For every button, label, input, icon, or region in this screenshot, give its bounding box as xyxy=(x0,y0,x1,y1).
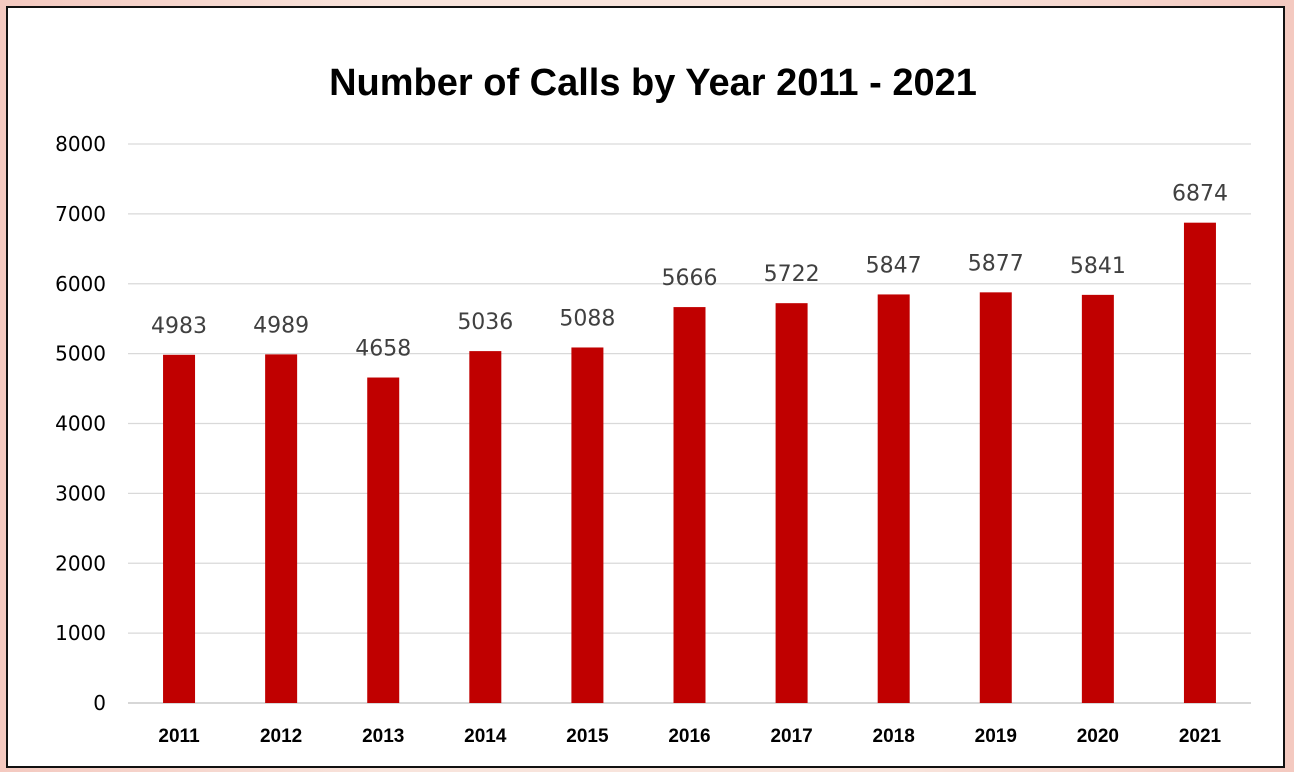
x-tick-label: 2014 xyxy=(464,726,507,747)
y-tick-label: 5000 xyxy=(55,342,106,366)
x-tick-label: 2012 xyxy=(260,726,302,747)
bar-chart: Number of Calls by Year 2011 - 2021 0 100… xyxy=(55,62,1251,747)
x-tick-label: 2013 xyxy=(362,726,404,747)
bar xyxy=(775,303,808,703)
y-tick-label: 0 xyxy=(93,691,106,715)
data-label: 5877 xyxy=(968,251,1024,276)
x-tick-label: 2011 xyxy=(158,726,200,747)
data-label: 5847 xyxy=(866,253,922,278)
x-axis-ticks: 2011 2012 2013 2014 2015 2016 2017 2018 2019 2020… xyxy=(158,726,1221,747)
bar xyxy=(877,294,910,703)
bar xyxy=(163,354,196,703)
y-tick-label: 2000 xyxy=(55,551,106,575)
x-tick-label: 2018 xyxy=(873,726,915,747)
data-label: 4658 xyxy=(355,337,411,362)
x-tick-label: 2015 xyxy=(566,726,609,747)
bar xyxy=(469,351,502,703)
bar xyxy=(1081,294,1114,703)
chart-title: Number of Calls by Year 2011 - 2021 xyxy=(329,62,977,104)
y-tick-label: 6000 xyxy=(55,272,106,296)
y-tick-label: 8000 xyxy=(55,132,106,156)
x-tick-label: 2019 xyxy=(975,726,1017,747)
data-label: 4989 xyxy=(253,313,309,338)
x-tick-label: 2020 xyxy=(1077,726,1119,747)
data-label: 4983 xyxy=(151,314,207,339)
bars xyxy=(163,222,1216,703)
bar xyxy=(367,377,400,703)
data-labels: 4983 4989 4658 5036 5088 5666 5722 5847 5877 5841… xyxy=(151,182,1228,362)
data-label: 6874 xyxy=(1172,182,1228,207)
x-tick-label: 2021 xyxy=(1179,726,1222,747)
y-axis-ticks: 0 1000 2000 3000 4000 5000 6000 7000 8000 xyxy=(55,132,106,715)
data-label: 5088 xyxy=(559,306,615,331)
bar xyxy=(1183,222,1216,703)
data-label: 5722 xyxy=(764,262,820,287)
y-tick-label: 3000 xyxy=(55,481,106,505)
y-tick-label: 7000 xyxy=(55,202,106,226)
y-tick-label: 4000 xyxy=(55,412,106,436)
data-label: 5841 xyxy=(1070,254,1126,279)
bar xyxy=(571,347,604,703)
x-tick-label: 2016 xyxy=(668,726,710,747)
data-label: 5666 xyxy=(662,266,718,291)
y-tick-label: 1000 xyxy=(55,621,106,645)
bar xyxy=(265,354,298,703)
bar xyxy=(979,292,1012,703)
bar xyxy=(673,307,706,703)
x-tick-label: 2017 xyxy=(770,726,812,747)
chart-frame: Number of Calls by Year 2011 - 2021 0 100… xyxy=(6,6,1285,768)
data-label: 5036 xyxy=(457,310,513,335)
